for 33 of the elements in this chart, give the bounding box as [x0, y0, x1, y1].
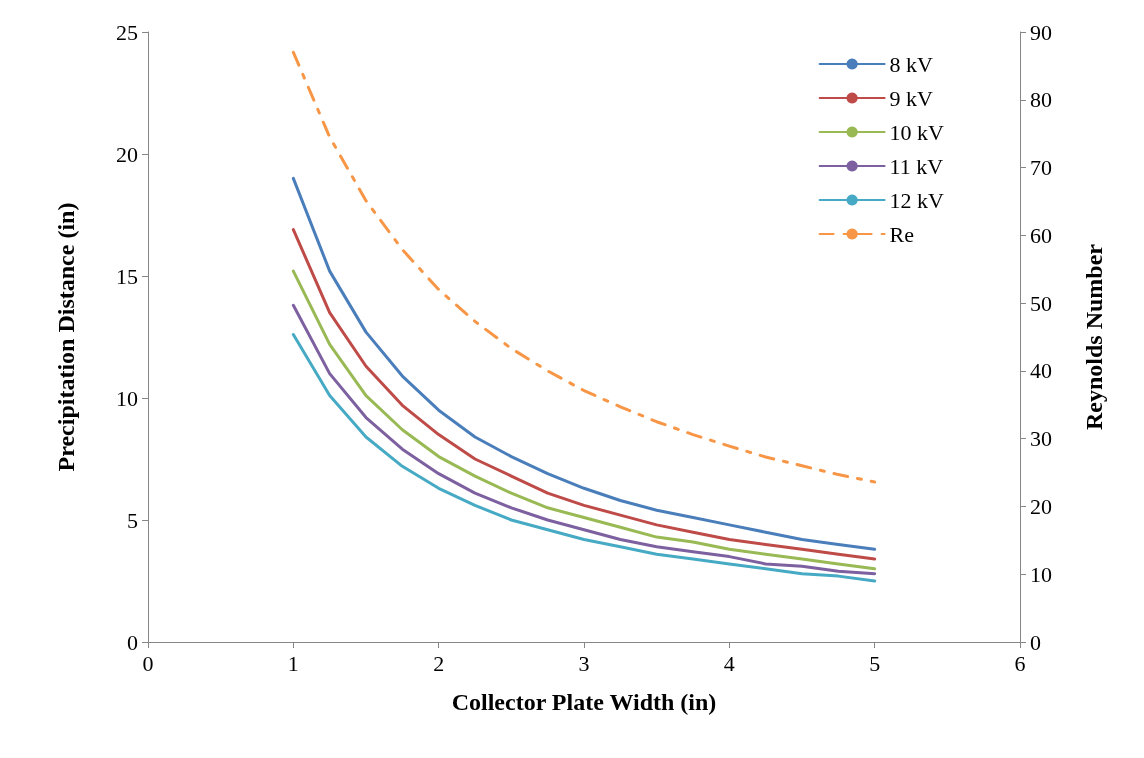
y2-tick-label: 90	[1030, 19, 1052, 45]
y-tick-label: 15	[116, 263, 138, 289]
line-series	[291, 50, 877, 484]
x-tick-label: 1	[287, 650, 299, 676]
legend-label: 10 kV	[889, 119, 945, 145]
legend-label: 12 kV	[889, 187, 945, 213]
y2-tick-label: 80	[1030, 87, 1052, 113]
legend-label: 8 kV	[889, 51, 934, 77]
y-axis-title: Precipitation Distance (in)	[53, 202, 79, 472]
legend-label: Re	[889, 221, 915, 247]
x-tick-label: 4	[723, 650, 735, 676]
y-tick-label: 20	[116, 141, 138, 167]
y2-tick-label: 20	[1030, 493, 1052, 519]
y2-axis-title: Reynolds Number	[1081, 243, 1107, 431]
y2-tick-label: 30	[1030, 426, 1052, 452]
y2-tick-label: 0	[1030, 629, 1041, 655]
y-tick-label: 0	[127, 629, 138, 655]
y2-tick-label: 70	[1030, 155, 1052, 181]
legend-label: 9 kV	[889, 85, 934, 111]
x-tick-label: 6	[1014, 650, 1026, 676]
x-tick-label: 2	[433, 650, 445, 676]
x-tick-label: 5	[869, 650, 881, 676]
y2-tick-label: 50	[1030, 290, 1052, 316]
y-tick-label: 10	[116, 385, 138, 411]
y2-tick-label: 10	[1030, 561, 1052, 587]
legend-label: 11 kV	[889, 153, 944, 179]
y2-tick-label: 40	[1030, 358, 1052, 384]
line-series	[291, 176, 877, 551]
x-tick-label: 3	[578, 650, 590, 676]
y-tick-label: 5	[127, 507, 138, 533]
y-tick-label: 25	[116, 19, 138, 45]
y2-tick-label: 60	[1030, 222, 1052, 248]
x-axis-title: Collector Plate Width (in)	[451, 689, 717, 715]
